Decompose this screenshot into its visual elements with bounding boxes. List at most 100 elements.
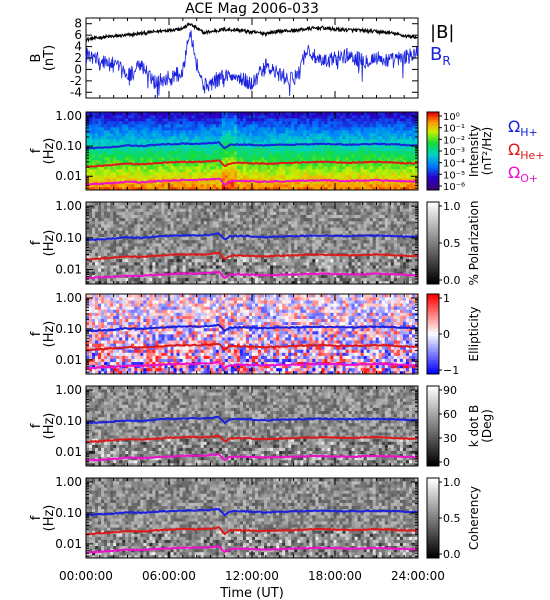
spectrogram-cell	[393, 169, 398, 173]
spectrogram-cell	[101, 202, 105, 206]
spectrogram-cell	[354, 166, 358, 170]
spectrogram-cell	[167, 130, 171, 134]
spectrogram-cell	[270, 258, 274, 263]
spectrogram-cell	[294, 127, 298, 131]
spectrogram-cell	[203, 236, 208, 241]
spectrogram-cell	[155, 230, 159, 234]
spectrogram-cell	[143, 118, 147, 122]
spectrogram-cell	[161, 271, 165, 275]
spectrogram-cell	[312, 133, 316, 137]
spectrogram-cell	[321, 124, 325, 128]
spectrogram-cell	[170, 224, 174, 228]
spectrogram-cell	[230, 211, 235, 215]
spectrogram-cell	[200, 127, 205, 131]
spectrogram-cell	[200, 265, 205, 269]
spectrogram-cell	[306, 280, 310, 285]
spectrogram-cell	[158, 246, 162, 250]
spectrogram-cell	[137, 178, 141, 182]
spectrogram-cell	[396, 115, 401, 119]
spectrogram-cell	[239, 157, 244, 161]
spectrogram-cell	[140, 280, 144, 285]
spectrogram-cell	[89, 160, 93, 164]
spectrogram-cell	[152, 157, 156, 161]
spectrogram-cell	[360, 145, 365, 149]
spectrogram-cell	[170, 181, 174, 185]
gyrofrequency-line-H	[85, 140, 419, 150]
spectrogram-cell	[185, 249, 189, 253]
spectrogram-cell	[360, 148, 365, 152]
spectrogram-cell	[227, 166, 232, 170]
spectrogram-cell	[95, 112, 99, 116]
spectrogram-cell	[122, 139, 126, 143]
spectrogram-cell	[86, 258, 90, 263]
spectrogram-cell	[279, 148, 283, 152]
spectrogram-cell	[125, 178, 129, 182]
spectrogram-cell	[146, 202, 150, 206]
spectrogram-cell	[375, 157, 380, 161]
spectrogram-cell	[264, 154, 268, 158]
spectrogram-cell	[155, 160, 159, 164]
spectrogram-cell	[158, 217, 162, 222]
spectrogram-cell	[369, 172, 374, 176]
spectrogram-cell	[342, 130, 346, 134]
spectrogram-cell	[405, 136, 410, 140]
spectrogram-cell	[209, 277, 214, 282]
spectrogram-cell	[318, 151, 322, 155]
spectrogram-cell	[143, 148, 147, 152]
spectrogram-cell	[86, 133, 90, 137]
spectrogram-cell	[173, 239, 177, 244]
spectrogram-cell	[330, 166, 334, 170]
spectrogram-cell	[140, 208, 144, 212]
spectrogram-cell	[95, 157, 99, 161]
spectrogram-cell	[312, 181, 316, 185]
spectrogram-cell	[170, 261, 174, 266]
spectrogram-cell	[354, 118, 358, 122]
spectrogram-cell	[227, 243, 232, 247]
spectrogram-cell	[143, 280, 147, 285]
spectrogram-cell	[131, 166, 135, 170]
spectrogram-cell	[264, 208, 268, 212]
spectrogram-cell	[92, 163, 96, 167]
spectrogram-cell	[170, 280, 174, 285]
spectrogram-cell	[336, 178, 340, 182]
spectrogram-cell	[333, 130, 337, 134]
spectrogram-cell	[161, 133, 165, 137]
spectrogram-cell	[131, 157, 135, 161]
spectrogram-cell	[236, 227, 241, 231]
spectrogram-cell	[381, 166, 386, 170]
spectrogram-cell	[282, 157, 286, 161]
spectrogram-cell	[92, 130, 96, 134]
spectrogram-cell	[242, 208, 247, 212]
spectrogram-cell	[261, 136, 265, 140]
spectrogram-cell	[209, 239, 214, 244]
spectrogram-cell	[131, 139, 135, 143]
spectrogram-cell	[170, 268, 174, 272]
spectrogram-cell	[89, 205, 93, 209]
spectrogram-cell	[318, 163, 322, 167]
spectrogram-cell	[131, 178, 135, 182]
spectrogram-cell	[369, 175, 374, 179]
spectrogram-cell	[264, 258, 268, 263]
spectrogram-cell	[167, 157, 171, 161]
spectrogram-cell	[242, 233, 247, 238]
spectrogram-cell	[264, 214, 268, 219]
spectrogram-cell	[113, 172, 117, 176]
spectrogram-cell	[279, 124, 283, 128]
spectrogram-cell	[143, 133, 147, 137]
spectrogram-cell	[185, 258, 189, 263]
spectrogram-cell	[206, 227, 211, 231]
spectrogram-cell	[318, 175, 322, 179]
spectrogram-cell	[261, 157, 265, 161]
spectrogram-cell	[248, 220, 253, 225]
spectrogram-cell	[339, 157, 343, 161]
spectrogram-cell	[113, 154, 117, 158]
spectrogram-cell	[98, 230, 102, 234]
spectrogram-cell	[363, 115, 368, 119]
spectrogram-cell	[119, 121, 123, 125]
spectrogram-cell	[191, 280, 196, 285]
spectrogram-cell	[167, 271, 171, 275]
spectrogram-cell	[348, 112, 352, 116]
spectrogram-cell	[164, 274, 168, 279]
spectrogram-cell	[167, 255, 171, 260]
spectrogram-cell	[149, 172, 153, 176]
